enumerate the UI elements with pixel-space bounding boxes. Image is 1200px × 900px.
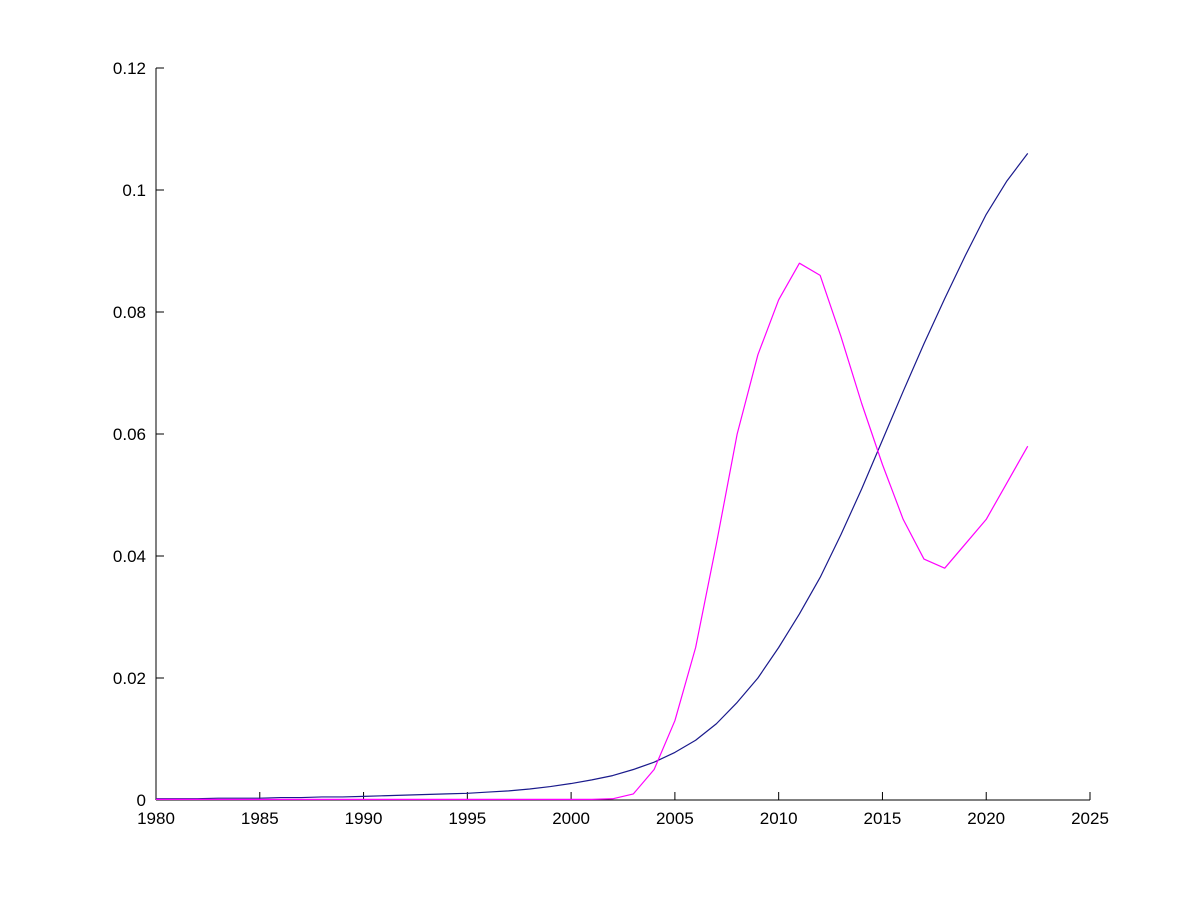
y-tick-label: 0.1 bbox=[122, 181, 146, 200]
x-tick-label: 2010 bbox=[760, 809, 798, 828]
y-tick-label: 0.08 bbox=[113, 303, 146, 322]
x-tick-label: 1995 bbox=[448, 809, 486, 828]
x-tick-label: 2015 bbox=[864, 809, 902, 828]
y-tick-label: 0.02 bbox=[113, 669, 146, 688]
x-tick-label: 2020 bbox=[967, 809, 1005, 828]
x-tick-label: 1980 bbox=[137, 809, 175, 828]
y-tick-label: 0.12 bbox=[113, 59, 146, 78]
x-tick-label: 2005 bbox=[656, 809, 694, 828]
y-tick-label: 0.04 bbox=[113, 547, 146, 566]
y-tick-label: 0 bbox=[137, 791, 146, 810]
x-tick-label: 2025 bbox=[1071, 809, 1109, 828]
x-tick-label: 1985 bbox=[241, 809, 279, 828]
blue-series-line bbox=[156, 153, 1029, 800]
magenta-series-line bbox=[156, 262, 1029, 800]
x-tick-label: 2000 bbox=[552, 809, 590, 828]
x-tick-label: 1990 bbox=[345, 809, 383, 828]
y-tick-label: 0.06 bbox=[113, 425, 146, 444]
